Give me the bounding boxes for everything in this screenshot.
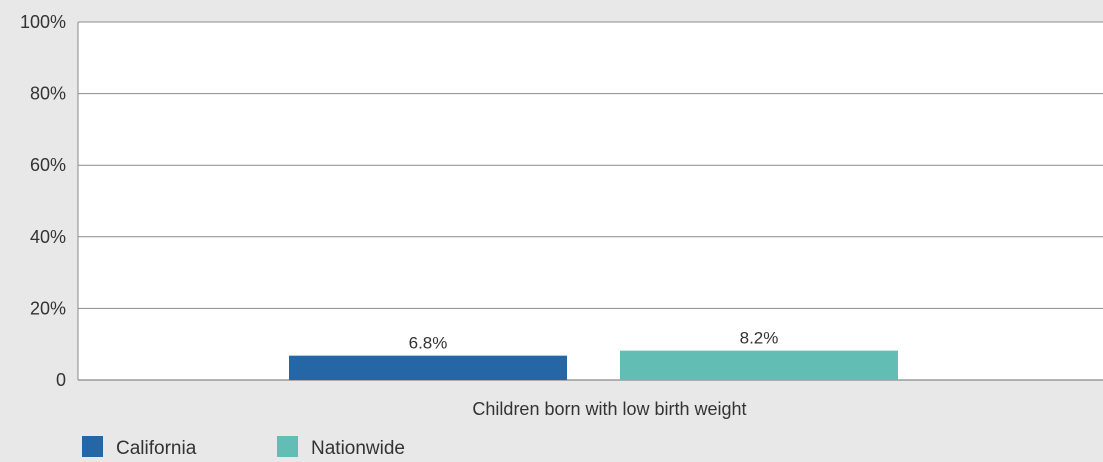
data-label: 6.8% (409, 334, 448, 353)
y-tick-label: 100% (20, 12, 66, 32)
legend-swatch (277, 436, 298, 457)
legend-swatch (82, 436, 103, 457)
legend-label: Nationwide (311, 438, 405, 459)
bar-california (289, 355, 567, 380)
y-tick-label: 40% (30, 227, 66, 247)
legend-item-california: California (82, 436, 197, 459)
category-labels: Children born with low birth weight (472, 399, 746, 419)
data-label: 8.2% (740, 329, 779, 348)
y-tick-label: 0 (56, 370, 66, 390)
y-tick-label: 60% (30, 155, 66, 175)
legend: California Nationwide (82, 436, 405, 459)
legend-label: California (116, 438, 197, 459)
y-tick-label: 20% (30, 298, 66, 318)
y-tick-label: 80% (30, 84, 66, 104)
bars (289, 350, 898, 380)
y-axis-ticks: 0 20% 40% 60% 80% 100% (20, 12, 66, 390)
legend-item-nationwide: Nationwide (277, 436, 405, 459)
data-labels: 6.8% 8.2% (409, 329, 779, 353)
bar-nationwide (620, 350, 898, 380)
plot-background (78, 22, 1103, 380)
gridlines (78, 21, 1103, 309)
x-category-label: Children born with low birth weight (472, 399, 746, 419)
